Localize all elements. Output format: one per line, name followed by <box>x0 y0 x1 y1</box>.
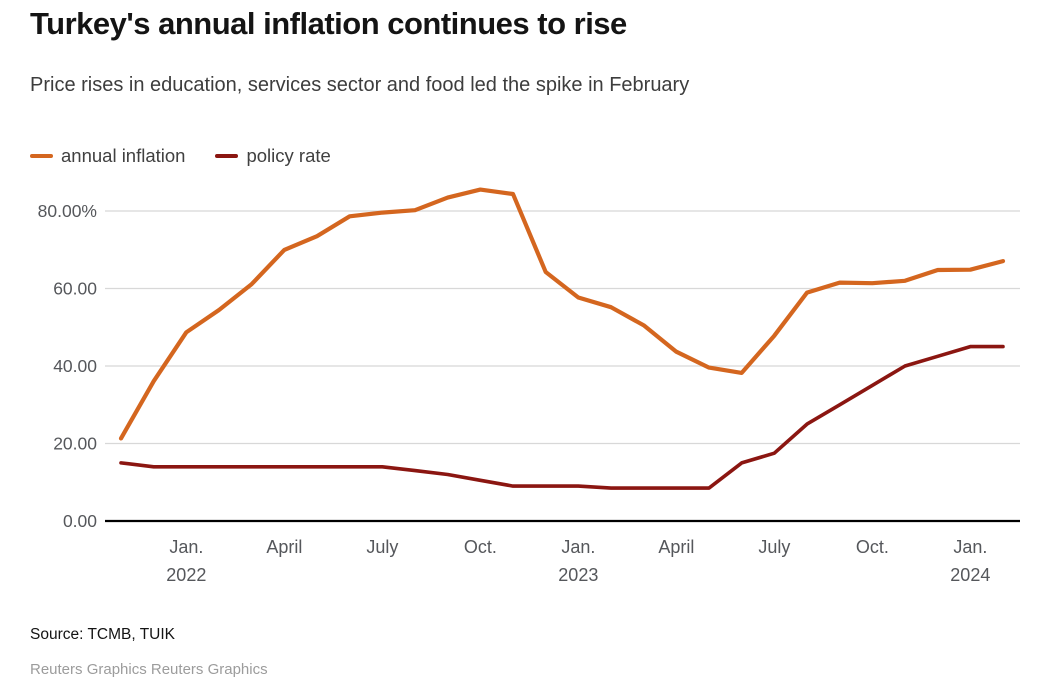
x-tick-label: Oct. <box>856 537 889 557</box>
credit-note: Reuters Graphics Reuters Graphics <box>30 661 268 678</box>
x-tick-label: Jan. <box>953 537 987 557</box>
x-tick-label: July <box>758 537 790 557</box>
series-line-annual-inflation <box>118 187 1006 441</box>
legend-label-policy-rate: policy rate <box>246 145 331 166</box>
x-tick-label: April <box>658 537 694 557</box>
x-tick-label: April <box>266 537 302 557</box>
policy-rate-swatch-icon <box>215 154 239 158</box>
y-tick-label: 0.00 <box>63 511 97 531</box>
x-tick-year-label: 2022 <box>166 565 206 585</box>
page-title: Turkey's annual inflation continues to r… <box>30 6 627 41</box>
y-tick-label: 20.00 <box>53 434 97 454</box>
source-note: Source: TCMB, TUIK <box>30 626 175 643</box>
x-tick-label: July <box>366 537 398 557</box>
legend-item-annual-inflation: annual inflation <box>30 145 185 167</box>
x-tick-label: Oct. <box>464 537 497 557</box>
y-tick-label: 40.00 <box>53 356 97 376</box>
y-tick-label: 60.00 <box>53 279 97 299</box>
x-tick-label: Jan. <box>169 537 203 557</box>
x-tick-year-label: 2024 <box>950 565 990 585</box>
page-subtitle: Price rises in education, services secto… <box>30 74 690 96</box>
series-line-policy-rate <box>119 344 1005 490</box>
x-tick-year-label: 2023 <box>558 565 598 585</box>
legend-label-annual-inflation: annual inflation <box>61 145 186 166</box>
y-tick-label: 80.00% <box>38 201 97 221</box>
legend-item-policy-rate: policy rate <box>215 145 331 167</box>
chart-legend: annual inflation policy rate <box>30 145 331 167</box>
line-chart-svg: 80.00% 60.00 40.00 20.00 0.00 Jan. 2022 April Ju… <box>38 187 1020 585</box>
chart-area: 80.00% 60.00 40.00 20.00 0.00 Jan. 2022 April Ju… <box>0 170 1047 590</box>
annual-inflation-swatch-icon <box>30 154 53 158</box>
x-tick-label: Jan. <box>561 537 595 557</box>
